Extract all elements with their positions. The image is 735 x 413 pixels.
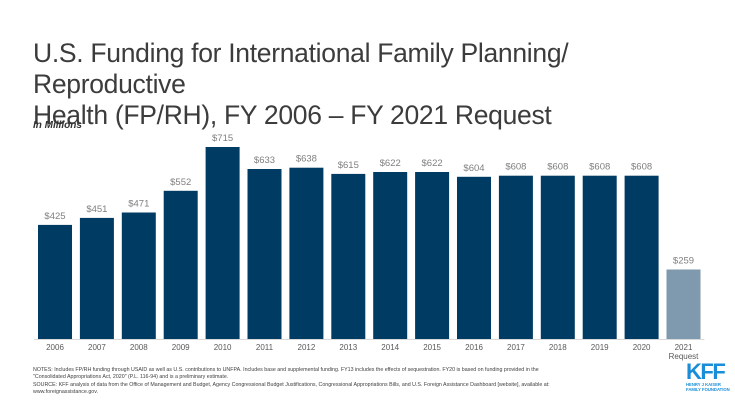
x-tick-label: 2019 — [591, 343, 609, 352]
bar-2019 — [582, 175, 617, 339]
bar-2007 — [79, 217, 114, 339]
x-tick-label: 2021 — [675, 343, 693, 352]
bar-2006 — [38, 224, 72, 339]
bar-2012 — [289, 167, 324, 339]
bar-2008 — [121, 212, 156, 339]
value-label: $608 — [631, 162, 652, 173]
x-tick-label: 2008 — [130, 343, 148, 352]
value-label: $259 — [673, 256, 694, 267]
x-tick-label: 2018 — [549, 343, 567, 352]
x-tick-label: 2012 — [298, 343, 316, 352]
bar-2016 — [457, 176, 491, 339]
x-tick-label: Request — [669, 352, 700, 361]
x-tick-label: 2015 — [423, 343, 441, 352]
value-label: $608 — [547, 162, 568, 173]
x-tick-label: 2007 — [88, 343, 106, 352]
bar-2015 — [415, 172, 450, 339]
value-label: $552 — [170, 177, 191, 188]
bar-2009 — [163, 190, 198, 339]
source-line-2: www.foreignassistance.gov. — [33, 389, 98, 396]
value-label: $604 — [463, 163, 484, 174]
x-tick-label: 2014 — [381, 343, 399, 352]
notes-block: NOTES: Includes FP/RH funding through US… — [33, 367, 633, 397]
value-label: $615 — [338, 160, 359, 171]
x-tick-label: 2020 — [633, 343, 651, 352]
bar-2010 — [205, 147, 240, 339]
value-label: $622 — [422, 158, 443, 169]
units-label: In Millions — [33, 120, 82, 131]
value-label: $638 — [296, 154, 317, 165]
source-line-1: SOURCE: KFF analysis of data from the Of… — [33, 381, 550, 388]
kff-logo-mark: KFF — [686, 359, 726, 384]
x-tick-label: 2011 — [256, 343, 274, 352]
bar-2013 — [331, 173, 366, 339]
notes-line-2: "Consolidated Appropriations Act, 2020" … — [33, 374, 229, 381]
kff-logo-line-1: HENRY J KAISER — [686, 382, 721, 387]
bar-2017 — [498, 175, 533, 339]
bar-2018 — [540, 175, 575, 339]
chart-title-line-1: U.S. Funding for International Family Pl… — [33, 38, 569, 99]
x-tick-label: 2009 — [172, 343, 190, 352]
value-label: $715 — [212, 133, 233, 144]
bars-group — [38, 147, 701, 339]
value-label: $471 — [128, 199, 149, 210]
x-tick-label: 2010 — [214, 343, 232, 352]
x-tick-label: 2013 — [339, 343, 357, 352]
kff-logo: KFF HENRY J KAISER FAMILY FOUNDATION — [686, 359, 732, 393]
value-label: $451 — [86, 204, 107, 215]
value-label: $608 — [589, 162, 610, 173]
notes-line-1: NOTES: Includes FP/RH funding through US… — [33, 367, 539, 373]
x-tick-label: 2006 — [46, 343, 64, 352]
value-label: $608 — [505, 162, 526, 173]
x-tick-labels-group: 2006 2007 2008 2009 2010 2011 2012 2013 2014 2015… — [46, 343, 699, 361]
value-label: $633 — [254, 155, 275, 166]
x-tick-label: 2016 — [465, 343, 483, 352]
bar-2014 — [373, 172, 408, 339]
chart-title: U.S. Funding for International Family Pl… — [33, 38, 723, 131]
bar-2020 — [624, 175, 659, 339]
chart-title-line-2: Health (FP/RH), FY 2006 – FY 2021 Reques… — [33, 100, 552, 130]
bar-2011 — [247, 169, 282, 339]
bar-2021-request — [666, 269, 701, 339]
x-tick-label: 2017 — [507, 343, 525, 352]
value-label: $622 — [380, 158, 401, 169]
value-labels-group: $425 $451 $471 $552 $715 $633 $638 $615 $622 $622… — [44, 133, 694, 267]
value-label: $425 — [44, 211, 65, 222]
kff-logo-line-2: FAMILY FOUNDATION — [686, 387, 730, 392]
